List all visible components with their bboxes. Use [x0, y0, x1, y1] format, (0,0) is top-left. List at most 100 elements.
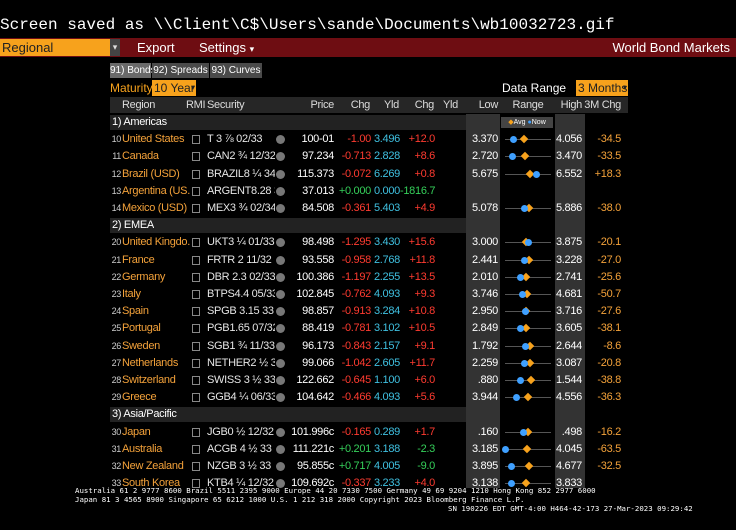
region: Germany [122, 270, 166, 283]
price: 99.066 [302, 356, 334, 369]
column-header: Yld [384, 99, 399, 111]
region: Sweden [122, 339, 160, 352]
range-value: 3 Months [578, 81, 628, 95]
price-change: -1.197 [341, 270, 371, 283]
range-low: 1.792 [471, 339, 498, 352]
range-low: 3.944 [471, 391, 498, 404]
range-track [505, 139, 551, 141]
yield-change: +15.6 [408, 236, 435, 249]
row-number: 20 [111, 237, 121, 248]
export-button[interactable]: Export [137, 40, 175, 55]
range-now [502, 445, 510, 453]
range-legend: ◆Avg ●Now [501, 117, 553, 128]
price: 93.558 [302, 253, 334, 266]
rmi-box [192, 376, 200, 385]
region: South Korea [122, 477, 180, 488]
security-icon [276, 358, 285, 368]
price-change: -0.762 [341, 288, 371, 300]
price: 111.221c [292, 442, 334, 455]
security: BRAZIL8 ¼ 34 [207, 167, 275, 180]
yield-change: -1816.7 [400, 184, 435, 197]
three-month-change: -63.5 [597, 442, 621, 455]
price: 84.508 [302, 202, 334, 214]
region: Netherlands [122, 356, 179, 369]
security-icon [276, 341, 285, 351]
range-low: 3.370 [471, 133, 498, 146]
range-now [508, 463, 516, 470]
row-number: 23 [111, 289, 121, 299]
security-icon [276, 427, 285, 437]
price-change: +0.201 [338, 442, 371, 455]
three-month-change: -27.6 [597, 305, 621, 318]
security: PGB1.65 07/32 [207, 322, 275, 335]
region: Greece [122, 391, 157, 404]
range-high: .498 [561, 425, 582, 438]
region: Mexico (USD) [122, 202, 187, 214]
region-dropdown[interactable]: Regional [0, 39, 110, 56]
range-now [517, 325, 525, 333]
three-month-change: -25.6 [597, 270, 621, 283]
column-header: Chg [350, 99, 371, 111]
price: 37.013 [302, 184, 334, 197]
range-high: 3.716 [555, 305, 582, 318]
three-month-change: -20.1 [597, 236, 621, 249]
rmi-box [192, 393, 200, 403]
column-header: Low [478, 99, 499, 111]
yield-change: +13.5 [408, 270, 435, 283]
security: UKT3 ¼ 01/33 [207, 236, 275, 249]
maturity-dropdown[interactable]: 10 Year ▾ [152, 80, 196, 96]
rmi-box [192, 290, 200, 299]
row-number: 21 [111, 254, 121, 265]
security: KTB4 ¼ 12/32 [207, 477, 274, 488]
tab[interactable]: 91) Bonds [110, 63, 156, 78]
bond-table: Region RMI Security Price Chg Yld Chg Yld Low Ran… [110, 97, 628, 488]
range-low: 5.078 [471, 202, 498, 214]
range-low: 2.441 [471, 253, 498, 266]
yield: 3.496 [373, 133, 400, 146]
legend-symbol: ● [527, 119, 532, 126]
yield-change: +10.5 [408, 322, 435, 335]
three-month-change: -27.0 [597, 253, 621, 266]
yield: 2.768 [373, 253, 400, 266]
footer: Australia 61 2 9777 8600 Brazil 5511 239… [0, 486, 736, 516]
yield: 2.605 [373, 356, 400, 369]
security-icon [276, 324, 285, 334]
range-avg [520, 152, 530, 161]
yield: 3.233 [373, 477, 400, 488]
column-header: Security [207, 99, 245, 111]
header-bar [110, 97, 628, 113]
tab[interactable]: 93) Curves [210, 63, 262, 78]
price-change: -0.072 [341, 167, 371, 180]
security-icon [276, 186, 285, 196]
rmi-box [192, 169, 200, 179]
footer-line: Australia 61 2 9777 8600 Brazil 5511 239… [75, 486, 596, 495]
yield-change: +9.1 [414, 339, 435, 352]
security-icon [276, 255, 285, 265]
rmi-box [192, 186, 200, 196]
range-high: 4.681 [555, 288, 582, 300]
row-number: 12 [111, 168, 121, 179]
rmi-box [192, 152, 200, 162]
range-dropdown[interactable]: 3 Months ▾ [576, 80, 628, 96]
group-label: 2) EMEA [112, 219, 154, 232]
rmi-box [192, 479, 200, 488]
region: Brazil (USD) [122, 167, 180, 180]
row-number: 14 [111, 203, 121, 213]
settings-label: Settings [199, 40, 246, 55]
tab[interactable]: 92) Spreads [152, 63, 209, 78]
security-icon [276, 238, 285, 248]
footer-line: Japan 81 3 4565 8900 Singapore 65 6212 1… [75, 495, 525, 504]
security: JGB0 ½ 12/32 [207, 425, 274, 438]
range-now [517, 273, 525, 281]
range-now [524, 239, 532, 247]
dropdown-arrow[interactable]: ▾ [110, 39, 120, 56]
range-now [508, 480, 516, 488]
security: CAN2 ¾ 12/32 [207, 150, 275, 163]
range-high: 4.677 [555, 460, 582, 472]
settings-button[interactable]: Settings ▾ [199, 40, 255, 55]
row-number: 10 [111, 134, 121, 145]
security: T 3 ⅞ 02/33 [207, 133, 263, 146]
yield-change: +8.6 [414, 150, 435, 163]
price-change: -0.843 [341, 339, 371, 352]
